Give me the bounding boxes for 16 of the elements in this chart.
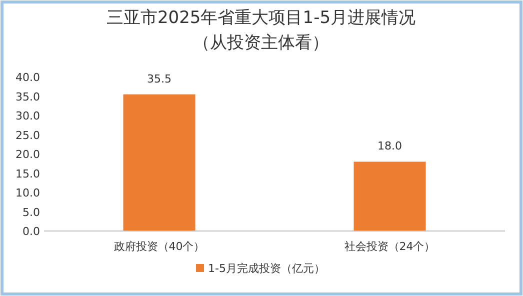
x-tick-label: 社会投资（24个） bbox=[344, 240, 436, 253]
y-tick-label: 15.0 bbox=[16, 167, 40, 180]
y-tick-label: 25.0 bbox=[16, 128, 40, 142]
y-tick-label: 0.0 bbox=[22, 225, 40, 238]
y-tick-label: 5.0 bbox=[22, 206, 40, 219]
y-tick-label: 40.0 bbox=[16, 71, 40, 84]
y-tick-label: 10.0 bbox=[16, 186, 40, 200]
data-label: 18.0 bbox=[378, 140, 402, 153]
y-tick-label: 35.0 bbox=[16, 90, 40, 104]
legend-label: 1-5月完成投资（亿元） bbox=[208, 262, 325, 275]
data-label: 35.5 bbox=[147, 72, 172, 86]
x-tick-label: 政府投资（40个） bbox=[114, 240, 205, 253]
chart-title: 三亚市2025年省重大项目1-5月进展情况 bbox=[106, 8, 416, 28]
y-tick-label: 20.0 bbox=[16, 148, 40, 161]
chart-subtitle: （从投资主体看） bbox=[193, 33, 329, 53]
y-tick-label: 30.0 bbox=[16, 110, 40, 122]
